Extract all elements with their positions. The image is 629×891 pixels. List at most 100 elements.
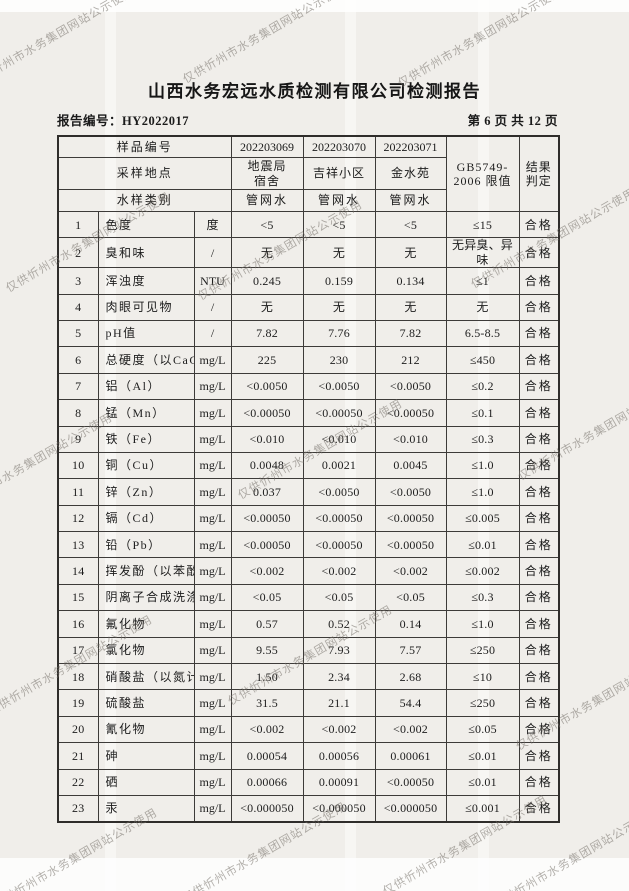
parameter-cell: 氰化物 — [97, 715, 195, 744]
limit-value-cell: ≤0.3 — [445, 425, 520, 453]
limit-value-cell: ≤0.01 — [445, 768, 520, 796]
row-index-cell: 23 — [57, 794, 99, 823]
result-cell: 合格 — [518, 768, 560, 796]
parameter-cell: 氟化物 — [97, 610, 195, 638]
sample1-value-cell: 1.50 — [230, 663, 304, 691]
parameter-cell: 砷 — [97, 742, 195, 770]
sample1-value-cell: <0.00050 — [230, 531, 304, 559]
sample1-value-cell: 31.5 — [230, 689, 304, 717]
limit-value-cell: ≤0.01 — [445, 742, 520, 770]
row-index-cell: 16 — [57, 610, 99, 638]
limit-value-cell: ≤0.01 — [445, 531, 520, 559]
sample-no-2: 202203070 — [302, 135, 376, 158]
sample3-value-cell: <0.00050 — [374, 504, 447, 533]
location-1: 地震局 宿舍 — [230, 157, 304, 190]
sample2-value-cell: 0.52 — [302, 610, 376, 638]
result-cell: 合格 — [518, 237, 560, 269]
limit-value-cell: 6.5-8.5 — [445, 319, 520, 348]
row-index-cell: 7 — [57, 372, 99, 401]
sample1-value-cell: 无 — [230, 293, 304, 321]
sample2-value-cell: <0.00050 — [302, 504, 376, 533]
row-index-cell: 13 — [57, 531, 99, 559]
sample2-value-cell: <0.00050 — [302, 531, 376, 559]
parameter-cell: 硫酸盐 — [97, 689, 195, 717]
table-row: 12 镉（Cd） mg/L <0.00050 <0.00050 <0.00050 ≤0.00… — [57, 504, 560, 533]
limit-value-cell: ≤1.0 — [445, 451, 520, 480]
limit-value-cell: ≤10 — [445, 663, 520, 691]
sample1-value-cell: 0.245 — [230, 267, 304, 295]
sample3-value-cell: 7.82 — [374, 319, 447, 348]
diagonal-watermark: 仅供忻州市水务集团网站公示使用 — [181, 0, 350, 86]
sample3-value-cell: <0.00050 — [374, 531, 447, 559]
limit-value-cell: ≤0.1 — [445, 399, 520, 427]
table-row: 21 砷 mg/L 0.00054 0.00056 0.00061 ≤0.01 合格 — [57, 742, 560, 770]
unit-cell: mg/L — [193, 451, 232, 480]
sample3-value-cell: 2.68 — [374, 663, 447, 691]
sample3-value-cell: 无 — [374, 293, 447, 321]
result-cell: 合格 — [518, 636, 560, 665]
table-row: 7 铝（Al） mg/L <0.0050 <0.0050 <0.0050 ≤0.2 合格 — [57, 372, 560, 401]
result-header: 结果 判定 — [518, 135, 560, 212]
result-cell: 合格 — [518, 346, 560, 374]
sample1-value-cell: <0.002 — [230, 557, 304, 585]
water-type-2: 管网水 — [302, 189, 376, 212]
parameter-cell: 氯化物 — [97, 636, 195, 665]
water-quality-table: 样品编号 202203069 202203070 202203071 GB574… — [57, 135, 561, 824]
unit-cell: / — [193, 319, 232, 348]
limit-value-cell: ≤450 — [445, 346, 520, 374]
sample3-value-cell: 0.0045 — [374, 451, 447, 480]
row-index-cell: 8 — [57, 399, 99, 427]
location-3: 金水苑 — [374, 157, 447, 190]
parameter-cell: 锰（Mn） — [97, 399, 195, 427]
water-type-1: 管网水 — [230, 189, 304, 212]
report-meta-row: 报告编号：HY2022017 第 6 页 共 12 页 — [57, 110, 558, 129]
table-body: 1 色度度 <5 <5 <5 ≤15 合格 2 臭和味 / 无无无无异臭、异味 合格 3 浑浊度 NTU 0.… — [57, 210, 560, 823]
sample2-value-cell: 7.93 — [302, 636, 376, 665]
page-indicator: 第 6 页 共 12 页 — [467, 114, 558, 128]
sample2-value-cell: 0.00056 — [302, 742, 376, 770]
unit-cell: mg/L — [193, 425, 232, 453]
sample1-value-cell: 225 — [230, 346, 304, 374]
location-label: 采样地点 — [57, 157, 232, 190]
result-cell: 合格 — [518, 319, 560, 348]
limit-value-cell: ≤0.002 — [445, 557, 520, 585]
sample2-value-cell: 2.34 — [302, 663, 376, 691]
sample3-value-cell: 0.134 — [374, 267, 447, 295]
location-2: 吉祥小区 — [302, 157, 376, 190]
table-row: 13 铅（Pb） mg/L <0.00050 <0.00050 <0.00050 ≤0.01… — [57, 531, 560, 559]
sample3-value-cell: <0.05 — [374, 583, 447, 612]
sample2-value-cell: 0.00091 — [302, 768, 376, 796]
parameter-cell: 浑浊度 — [97, 267, 195, 295]
sample2-value-cell: 7.76 — [302, 319, 376, 348]
unit-cell: mg/L — [193, 794, 232, 823]
sample3-value-cell: <0.0050 — [374, 372, 447, 401]
parameter-cell: 硝酸盐（以氮计） — [97, 663, 195, 691]
sample3-value-cell: <0.0050 — [374, 478, 447, 506]
sample1-value-cell: <0.05 — [230, 583, 304, 612]
row-index-cell: 14 — [57, 557, 99, 585]
table-row: 16 氟化物 mg/L 0.57 0.52 0.14 ≤1.0 合格 — [57, 610, 560, 638]
unit-cell: mg/L — [193, 504, 232, 533]
parameter-cell: 臭和味 — [97, 237, 195, 269]
sample2-value-cell: 21.1 — [302, 689, 376, 717]
report-title: 山西水务宏远水质检测有限公司检测报告 — [148, 82, 481, 101]
parameter-cell: 阴离子合成洗涤剂 — [97, 583, 195, 612]
limit-value-cell: ≤0.3 — [445, 583, 520, 612]
row-index-cell: 9 — [57, 425, 99, 453]
parameter-cell: 铜（Cu） — [97, 451, 195, 480]
water-type-label: 水样类别 — [57, 189, 232, 212]
row-index-cell: 18 — [57, 663, 99, 691]
limit-value-cell: ≤250 — [445, 689, 520, 717]
unit-cell: mg/L — [193, 531, 232, 559]
row-index-cell: 5 — [57, 319, 99, 348]
row-index-cell: 21 — [57, 742, 99, 770]
row-index-cell: 3 — [57, 267, 99, 295]
sample3-value-cell: 无 — [374, 237, 447, 269]
result-cell: 合格 — [518, 715, 560, 744]
table-row: 10 铜（Cu） mg/L 0.0048 0.0021 0.0045 ≤1.0 合格 — [57, 451, 560, 480]
result-cell: 合格 — [518, 210, 560, 239]
unit-cell: / — [193, 237, 232, 269]
sample2-value-cell: <0.002 — [302, 557, 376, 585]
sample1-value-cell: 0.0048 — [230, 451, 304, 480]
